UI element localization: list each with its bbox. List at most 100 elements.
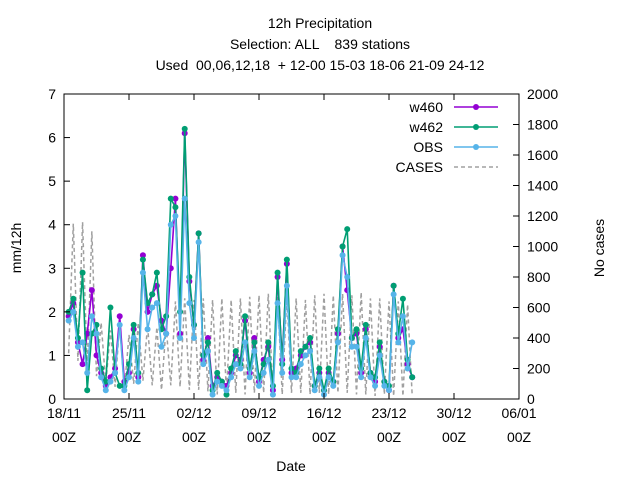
data-point-obs bbox=[334, 339, 341, 346]
y2-axis-label: No cases bbox=[591, 219, 607, 277]
x-tick-label: 09/12 bbox=[241, 405, 276, 421]
legend-marker-w460 bbox=[473, 104, 479, 110]
chart-title-line-3: Used 00,06,12,18 + 12-00 15-03 18-06 21-… bbox=[155, 57, 485, 73]
data-point-obs bbox=[74, 343, 81, 350]
data-point-obs bbox=[65, 317, 72, 324]
legend-marker-obs bbox=[473, 144, 479, 150]
data-point-obs bbox=[307, 348, 314, 355]
data-point-obs bbox=[265, 356, 272, 363]
data-point-obs bbox=[279, 369, 286, 376]
data-point-w462 bbox=[325, 365, 332, 372]
y2-tick-label: 1400 bbox=[527, 178, 558, 194]
series-line-cases bbox=[67, 222, 413, 396]
data-point-obs bbox=[172, 213, 179, 219]
data-point-w462 bbox=[242, 313, 249, 320]
data-point-w462 bbox=[297, 348, 304, 355]
data-point-obs bbox=[126, 374, 132, 381]
data-point-w462 bbox=[390, 282, 397, 289]
data-point-w462 bbox=[362, 321, 369, 328]
x-tick-label: 23/12 bbox=[371, 405, 406, 421]
data-point-obs bbox=[70, 308, 77, 315]
y2-tick-label: 1000 bbox=[527, 239, 558, 255]
data-point-w462 bbox=[228, 365, 235, 372]
x-tick-label-time: 00Z bbox=[442, 429, 467, 445]
x-tick-label-time: 00Z bbox=[117, 429, 142, 445]
data-point-w462 bbox=[139, 256, 146, 263]
data-point-obs bbox=[149, 304, 156, 311]
y2-tick-label: 1800 bbox=[527, 117, 558, 133]
data-point-obs bbox=[98, 374, 105, 381]
data-point-obs bbox=[386, 387, 392, 394]
data-point-w462 bbox=[307, 335, 314, 341]
data-point-obs bbox=[204, 348, 211, 355]
data-point-obs bbox=[251, 348, 258, 355]
data-point-w460 bbox=[251, 335, 258, 341]
data-point-obs bbox=[325, 374, 332, 381]
data-point-obs bbox=[395, 339, 402, 346]
data-point-w462 bbox=[339, 243, 346, 250]
y-tick-label: 1 bbox=[48, 347, 56, 363]
data-point-obs bbox=[362, 335, 369, 341]
legend-label-w462: w462 bbox=[409, 119, 444, 135]
data-point-obs bbox=[330, 382, 337, 389]
data-point-w462 bbox=[181, 125, 188, 132]
x-axis-label: Date bbox=[276, 458, 306, 474]
data-point-obs bbox=[274, 300, 281, 307]
data-point-w462 bbox=[409, 374, 416, 381]
data-point-w462 bbox=[177, 308, 184, 315]
data-point-obs bbox=[311, 387, 318, 394]
data-point-obs bbox=[353, 343, 360, 350]
data-point-obs bbox=[135, 378, 142, 385]
x-tick-label-time: 00Z bbox=[507, 429, 532, 445]
x-tick-label-time: 00Z bbox=[52, 429, 77, 445]
data-point-obs bbox=[242, 339, 249, 346]
y2-tick-label: 200 bbox=[527, 361, 551, 377]
chart-title-line-1: 12h Precipitation bbox=[267, 15, 373, 31]
data-point-w460 bbox=[172, 195, 179, 202]
data-point-w462 bbox=[149, 291, 156, 298]
data-point-w462 bbox=[316, 365, 323, 372]
data-point-w462 bbox=[153, 269, 160, 276]
data-point-w462 bbox=[84, 387, 91, 394]
y-tick-label: 3 bbox=[48, 260, 56, 276]
y-tick-label: 5 bbox=[48, 173, 56, 189]
x-tick-label-time: 00Z bbox=[312, 429, 337, 445]
y2-tick-label: 1200 bbox=[527, 208, 558, 224]
data-point-w460 bbox=[88, 287, 95, 294]
data-point-w460 bbox=[79, 361, 86, 368]
data-point-obs bbox=[302, 352, 309, 359]
x-tick-label-time: 00Z bbox=[182, 429, 207, 445]
data-point-obs bbox=[269, 391, 276, 398]
data-point-w462 bbox=[344, 226, 351, 233]
y-axis-label: mm/12h bbox=[8, 223, 24, 274]
y2-tick-label: 0 bbox=[527, 391, 535, 407]
data-point-w462 bbox=[302, 343, 309, 350]
data-point-obs bbox=[144, 326, 151, 333]
x-tick-label: 30/12 bbox=[436, 405, 471, 421]
y2-tick-label: 2000 bbox=[527, 86, 558, 102]
x-tick-label-time: 00Z bbox=[377, 429, 402, 445]
data-point-obs bbox=[260, 369, 267, 376]
data-point-w462 bbox=[167, 195, 174, 202]
data-point-obs bbox=[404, 365, 411, 372]
data-point-obs bbox=[348, 343, 355, 350]
data-point-obs bbox=[288, 374, 295, 381]
data-point-obs bbox=[107, 378, 114, 385]
data-point-w462 bbox=[260, 361, 267, 368]
y2-tick-label: 400 bbox=[527, 330, 551, 346]
data-point-w462 bbox=[107, 304, 114, 311]
data-point-obs bbox=[121, 387, 128, 394]
legend-label-cases: CASES bbox=[396, 159, 443, 175]
data-point-obs bbox=[218, 382, 225, 389]
data-point-obs bbox=[209, 391, 216, 398]
data-point-obs bbox=[256, 382, 262, 389]
x-tick-label-time: 00Z bbox=[247, 429, 272, 445]
legend-label-obs: OBS bbox=[413, 139, 443, 155]
data-point-obs bbox=[186, 300, 193, 307]
data-point-w462 bbox=[214, 369, 221, 376]
y-tick-label: 0 bbox=[48, 391, 56, 407]
x-tick-label: 02/12 bbox=[176, 405, 211, 421]
data-point-obs bbox=[181, 195, 188, 202]
data-point-obs bbox=[195, 239, 202, 246]
y-tick-label: 7 bbox=[48, 86, 56, 102]
